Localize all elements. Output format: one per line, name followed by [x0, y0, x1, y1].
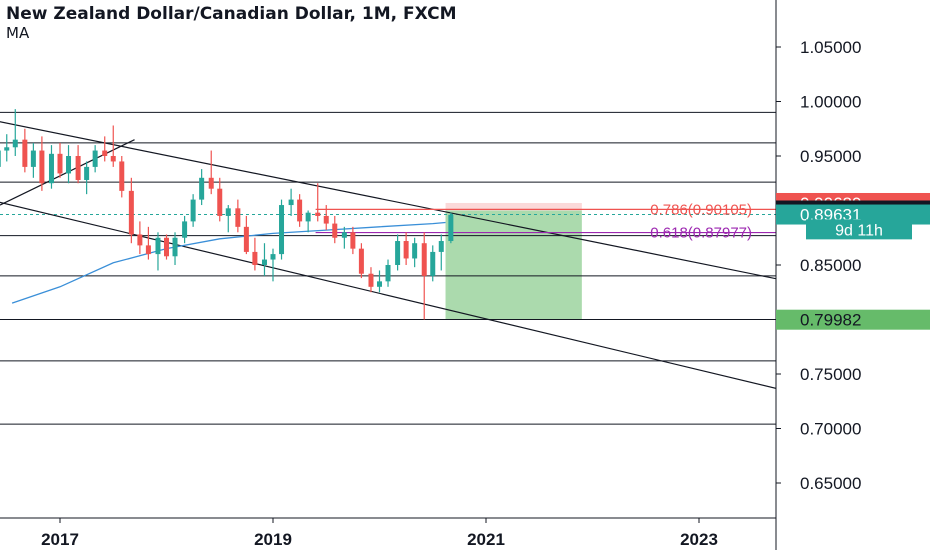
- candle-body: [92, 150, 98, 167]
- candle-body: [172, 237, 178, 257]
- candle-body: [102, 150, 108, 156]
- price-tick-label: 1.05000: [800, 38, 861, 57]
- time-tick-label: 2021: [467, 530, 505, 549]
- candle-body: [12, 139, 18, 148]
- candle-body: [358, 248, 364, 274]
- candle-body: [119, 161, 125, 191]
- candle-body: [252, 251, 258, 265]
- candle-body: [225, 208, 231, 216]
- price-tick-label: 0.75000: [800, 365, 861, 384]
- channel-line: [0, 201, 776, 389]
- candle-body: [145, 245, 151, 255]
- candle-body: [448, 214, 454, 242]
- price-tick-label: 0.70000: [800, 420, 861, 439]
- chart-title: New Zealand Dollar/Canadian Dollar, 1M, …: [6, 4, 457, 24]
- candle-body: [305, 212, 311, 222]
- candle-body: [270, 254, 276, 260]
- stop-loss-zone: [445, 202, 582, 211]
- price-tick-label: 0.65000: [800, 474, 861, 493]
- price-tag-label: 0.79982: [800, 311, 861, 330]
- candle-body: [430, 251, 436, 276]
- candle-body: [385, 265, 391, 282]
- candle-body: [243, 226, 249, 252]
- candle-body: [315, 212, 321, 216]
- candle-body: [279, 205, 285, 255]
- candle-body: [368, 273, 374, 287]
- price-tick-label: 0.95000: [800, 147, 861, 166]
- channel-line: [0, 121, 776, 280]
- price-tick-label: 0.85000: [800, 256, 861, 275]
- countdown-tag: [806, 219, 912, 240]
- candle-body: [297, 199, 303, 222]
- candle-body: [39, 150, 45, 184]
- candle-body: [137, 234, 143, 246]
- candle-body: [155, 237, 161, 255]
- candle-body: [30, 150, 36, 167]
- candle-body: [190, 199, 196, 222]
- candle-body: [128, 190, 134, 235]
- candle-body: [421, 243, 427, 276]
- candle-body: [182, 221, 188, 238]
- candle-body: [84, 166, 90, 180]
- candle-body: [332, 223, 338, 238]
- candle-body: [412, 243, 418, 259]
- candle-body: [323, 215, 329, 224]
- candle-body: [261, 259, 267, 265]
- price-tick-label: 1.00000: [800, 93, 861, 112]
- candle-body: [235, 208, 241, 227]
- candle-body: [75, 156, 81, 180]
- candle-body: [395, 241, 401, 265]
- candle-body: [403, 241, 409, 259]
- candle-body: [110, 156, 116, 162]
- time-tick-label: 2017: [41, 530, 79, 549]
- indicator-label: MA: [6, 24, 30, 42]
- candle-body: [164, 237, 169, 257]
- candle-body: [217, 188, 223, 216]
- candle-body: [350, 232, 356, 249]
- price-tag: [776, 309, 930, 330]
- moving-average-line: [11, 221, 446, 304]
- candle-body: [208, 177, 214, 189]
- candle-body: [57, 153, 63, 174]
- candle-body: [199, 177, 205, 200]
- time-tick-label: 2023: [680, 530, 718, 549]
- candle-body: [288, 199, 294, 206]
- candle-body: [48, 153, 54, 184]
- fib-level-label: 0.786(0.90105): [650, 201, 752, 218]
- countdown-tag-label: 9d 11h: [835, 222, 883, 239]
- time-tick-label: 2019: [254, 530, 292, 549]
- candle-body: [66, 156, 72, 174]
- candle-body: [438, 241, 444, 252]
- take-profit-zone: [445, 210, 582, 320]
- candle-body: [341, 232, 347, 238]
- fib-level-label: 0.618(0.87977): [650, 225, 752, 242]
- candle-body: [4, 147, 10, 151]
- candle-body: [22, 139, 28, 167]
- candle-body: [377, 281, 382, 287]
- candle-body: [0, 150, 1, 167]
